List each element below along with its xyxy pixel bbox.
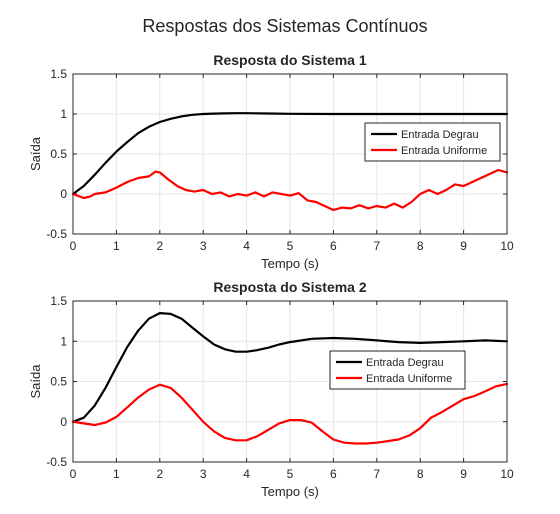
x-tick-label: 4 [243,467,250,481]
y-tick-label: 1.5 [50,67,67,81]
y-tick-label: 1 [60,107,67,121]
x-tick-label: 9 [460,467,467,481]
y-tick-label: 1.5 [50,294,67,308]
y-tick-label: 0 [60,187,67,201]
legend: Entrada Degrau Entrada Uniforme [329,350,466,390]
y-tick-label: 0.5 [50,147,67,161]
y-tick-label: 1 [60,334,67,348]
legend-box [364,122,501,162]
axes-frame [72,300,508,463]
x-tick-label: 6 [330,467,337,481]
axes-frame [72,73,508,235]
x-tick-label: 3 [200,239,207,253]
y-tick-label: 0.5 [50,375,67,389]
legend-entry-label: Entrada Degrau [366,357,444,369]
x-tick-label: 6 [330,239,337,253]
x-tick-label: 2 [156,239,163,253]
x-tick-label: 5 [287,467,294,481]
legend-entry-label: Entrada Degrau [401,129,479,141]
series-line-entrada-degrau [71,312,509,423]
x-tick-label: 8 [417,239,424,253]
legend-entry-label: Entrada Uniforme [366,373,452,385]
y-axis-label: Saída [28,364,43,399]
legend: Entrada Degrau Entrada Uniforme [364,122,501,162]
x-tick-label: 2 [156,467,163,481]
x-tick-label: 10 [500,239,514,253]
x-tick-label: 0 [70,467,77,481]
x-tick-label: 1 [113,239,120,253]
subplot-title: Resposta do Sistema 1 [213,52,366,68]
x-tick-label: 7 [373,467,380,481]
x-tick-label: 7 [373,239,380,253]
x-tick-label: 8 [417,467,424,481]
series-line-entrada-uniforme [71,168,509,212]
x-tick-label: 1 [113,467,120,481]
x-tick-label: 4 [243,239,250,253]
x-tick-label: 3 [200,467,207,481]
figure-suptitle: Respostas dos Sistemas Contínuos [142,16,427,36]
subplot-title: Resposta do Sistema 2 [213,279,366,295]
y-tick-label: -0.5 [46,455,67,469]
x-tick-label: 10 [500,467,514,481]
series-line-entrada-degrau [71,112,509,196]
x-tick-label: 9 [460,239,467,253]
legend-box [329,350,466,390]
x-tick-label: 5 [287,239,294,253]
x-axis-label: Tempo (s) [261,484,319,499]
x-tick-label: 0 [70,239,77,253]
y-tick-label: -0.5 [46,227,67,241]
series-line-entrada-uniforme [71,382,509,445]
y-axis-label: Saída [28,136,43,171]
x-axis-label: Tempo (s) [261,256,319,271]
legend-entry-label: Entrada Uniforme [401,145,487,157]
y-tick-label: 0 [60,415,67,429]
